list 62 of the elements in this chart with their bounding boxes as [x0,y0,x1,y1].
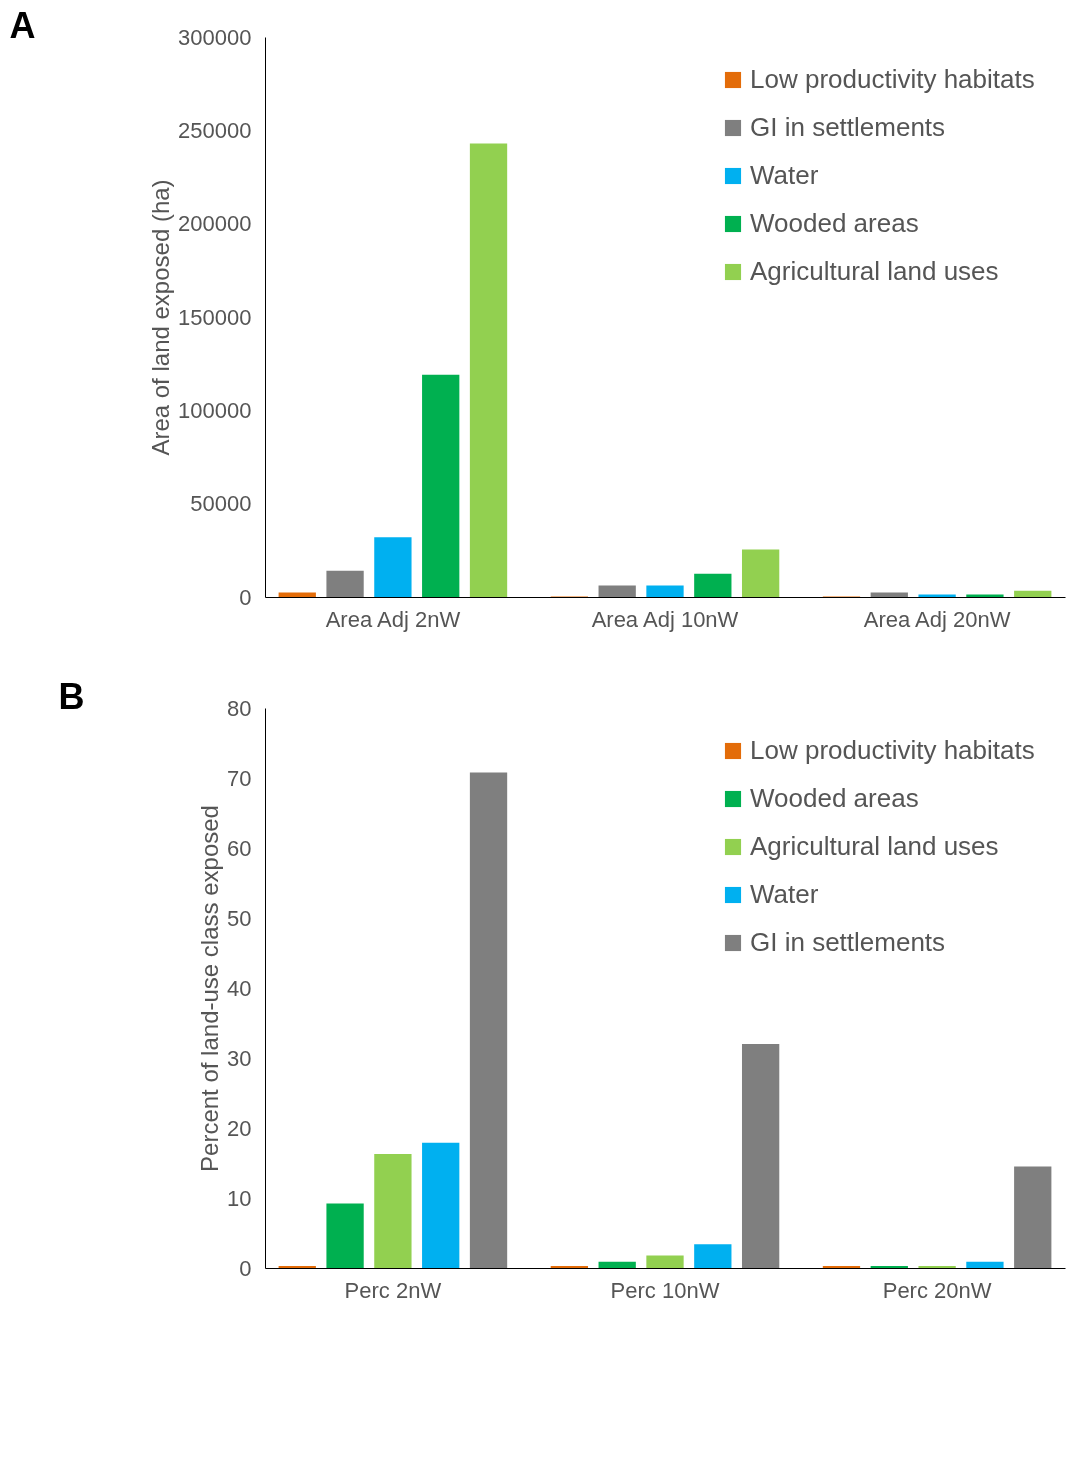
bar [1014,590,1052,597]
y-tick-label: 0 [239,1255,252,1281]
legend-label: Water [750,879,819,909]
y-tick-label: 10 [227,1185,252,1211]
y-tick-label: 40 [227,975,252,1001]
x-tick-label: Perc 20nW [882,1277,992,1303]
x-tick-label: Perc 10nW [610,1277,720,1303]
legend-label: Water [750,160,819,190]
legend-label: GI in settlements [750,112,946,142]
bar [870,1265,908,1268]
bar [278,1265,316,1268]
bar [822,1265,861,1268]
bar [966,1261,1004,1268]
y-tick-label: 20 [227,1115,252,1141]
chart-title: A [9,5,36,46]
bar [918,594,956,597]
bar [550,1265,589,1268]
y-axis-title: Area of land exposed (ha) [147,179,175,456]
y-tick-label: 30 [227,1045,252,1071]
legend-label: Wooded areas [750,208,919,238]
x-tick-label: Area Adj 10nW [591,606,739,632]
bar [598,1261,636,1268]
bar [598,585,636,597]
bar [1014,1166,1052,1268]
y-tick-label: 100000 [178,397,252,423]
legend-label: Low productivity habitats [750,735,1035,765]
bar [646,1255,684,1268]
legend-label: Agricultural land uses [750,256,999,286]
bar [422,374,460,597]
x-tick-label: Perc 2nW [344,1277,442,1303]
x-tick-label: Area Adj 2nW [325,606,461,632]
y-tick-label: 60 [227,835,252,861]
bar [741,549,780,597]
bar [469,772,508,1268]
y-tick-label: 0 [239,584,252,610]
legend-label: GI in settlements [750,927,946,957]
x-tick-label: Area Adj 20nW [863,606,1011,632]
legend-label: Wooded areas [750,783,919,813]
bar [966,594,1004,597]
chart-title: B [58,676,85,717]
y-tick-label: 50000 [190,491,252,517]
bar [422,1142,460,1268]
bar [694,1244,732,1268]
y-axis-title: Percent of land-use class exposed [196,805,224,1172]
bar [646,585,684,597]
bar [326,1203,364,1268]
bar [918,1265,956,1268]
bar [374,1153,412,1268]
y-tick-label: 250000 [178,117,252,143]
y-tick-label: 300000 [178,24,252,50]
y-tick-label: 50 [227,905,252,931]
bar [374,537,412,597]
bar [469,143,508,597]
y-tick-label: 80 [227,695,252,721]
y-tick-label: 150000 [178,304,252,330]
bar [326,570,364,597]
bar [741,1044,780,1268]
bar [694,573,732,597]
y-tick-label: 200000 [178,211,252,237]
y-tick-label: 70 [227,765,252,791]
legend-label: Low productivity habitats [750,64,1035,94]
legend-label: Agricultural land uses [750,831,999,861]
